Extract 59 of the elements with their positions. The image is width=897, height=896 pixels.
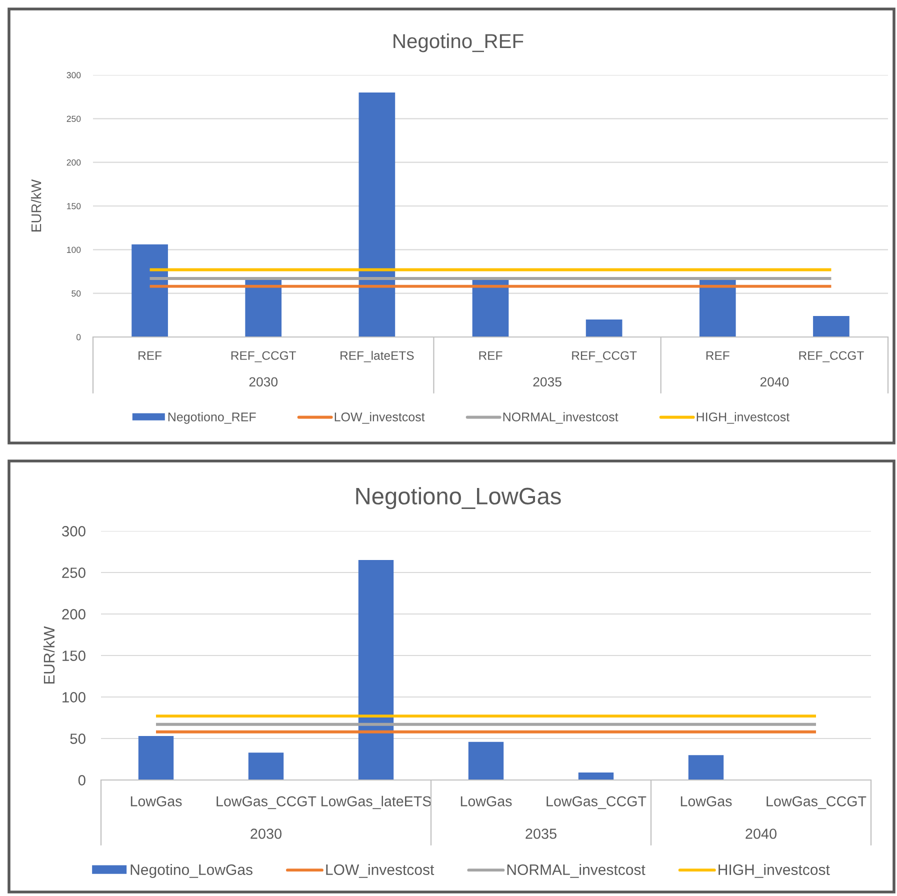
x-tick-label: LowGas_lateETS: [322, 796, 432, 810]
y-tick-label: 0: [76, 334, 81, 340]
chart-title: Negotino_REF: [394, 33, 524, 52]
y-tick-label: 100: [62, 692, 86, 702]
y-tick-label: 300: [62, 526, 86, 536]
x-tick-label: REF_lateETS: [340, 350, 414, 362]
x-tick-label: REF_CCGT: [572, 351, 637, 362]
legend-label: LOW_investcost: [334, 412, 425, 424]
x-tick-label: REF: [479, 351, 502, 360]
bar: [578, 772, 614, 780]
y-tick-label: 0: [78, 775, 86, 786]
chart-title: Negotiono_LowGas: [356, 487, 561, 510]
bar: [248, 752, 284, 780]
legend-label: HIGH_investcost: [696, 412, 790, 424]
bar: [138, 736, 174, 780]
x-tick-label: REF: [706, 351, 730, 360]
y-tick-label: 50: [70, 734, 86, 744]
x-tick-label: LowGas: [460, 796, 512, 806]
x-tick-label: LowGas_CCGT: [766, 796, 866, 810]
bar: [358, 92, 396, 337]
text: 2035: [526, 828, 556, 839]
y-tick-label: 200: [62, 609, 86, 620]
y-tick-label: 250: [66, 116, 81, 122]
bar: [699, 279, 736, 337]
bar: [472, 279, 509, 337]
bar: [688, 755, 724, 780]
y-tick-label: 150: [62, 650, 86, 661]
bar: [468, 742, 504, 780]
text: 2040: [746, 828, 777, 839]
y-tick-label: 150: [67, 203, 81, 210]
x-tick-label: REF_CCGT: [799, 351, 864, 362]
text: 2030: [250, 828, 282, 839]
text: 2040: [760, 377, 789, 387]
y-axis-title: EUR/kW: [43, 626, 55, 684]
legend-label: NORMAL_investcost: [507, 864, 646, 878]
text: 2035: [533, 377, 562, 387]
bar: [586, 320, 622, 337]
bar: [358, 560, 394, 780]
x-tick-label: LowGas_CCGT: [216, 796, 316, 810]
y-tick-label: 250: [62, 568, 86, 578]
x-tick-label: LowGas: [680, 796, 732, 806]
bar: [132, 244, 168, 337]
y-tick-label: 50: [72, 290, 81, 297]
legend-label: Negotiono_REF: [168, 412, 256, 424]
legend-label: Negotino_LowGas: [130, 864, 252, 878]
text: 2030: [249, 377, 278, 387]
bar: [245, 279, 282, 337]
legend-label: LOW_investcost: [326, 864, 434, 878]
x-tick-label: REF_CCGT: [231, 351, 296, 362]
bar: [813, 316, 850, 337]
x-tick-label: LowGas_CCGT: [546, 796, 646, 810]
y-tick-label: 300: [66, 72, 81, 78]
y-tick-label: 100: [67, 246, 81, 253]
y-tick-label: 200: [66, 159, 81, 166]
y-axis-title: EUR/kW: [30, 179, 42, 232]
legend-label: NORMAL_investcost: [503, 412, 618, 424]
x-tick-label: REF: [138, 351, 162, 360]
legend-label: HIGH_investcost: [718, 864, 830, 878]
x-tick-label: LowGas: [130, 796, 182, 806]
